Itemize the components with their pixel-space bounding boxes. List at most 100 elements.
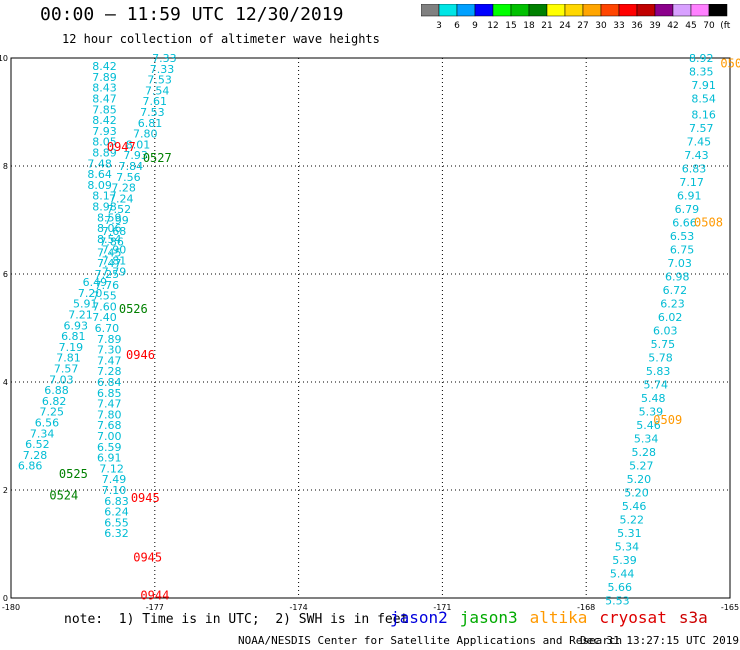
satellite-legend: jason2 jason3 altika cryosat s3a [390, 608, 720, 627]
footer-timestamp: Dec 31 13:27:15 UTC 2019 [580, 634, 739, 647]
wave-height-value: 6.84 [97, 376, 122, 389]
colorbar-label: 18 [523, 21, 535, 30]
wave-height-value: 7.81 [102, 255, 127, 268]
colorbar-swatch [708, 4, 728, 17]
wave-height-value: 5.46 [636, 419, 661, 432]
wave-height-value: 5.34 [615, 541, 640, 554]
wave-height-value: 5.44 [610, 568, 635, 581]
legend-entry-cryosat: cryosat [599, 608, 667, 627]
wave-height-value: 8.35 [689, 66, 714, 79]
wave-height-value: 6.32 [104, 527, 129, 540]
colorbar-label: 24 [559, 21, 571, 30]
wave-height-value: 7.91 [691, 79, 716, 92]
wave-height-value: 6.23 [660, 298, 685, 311]
colorbar-label: 6 [454, 21, 460, 30]
wave-height-value: 7.93 [123, 149, 148, 162]
wave-height-value: 6.83 [682, 163, 707, 176]
wave-height-value: 8.01 [126, 138, 151, 151]
wave-height-value: 7.03 [667, 257, 692, 270]
legend-entry-altika: altika [529, 608, 588, 627]
wave-height-value: 7.53 [140, 106, 165, 119]
wave-height-value: 5.78 [648, 352, 673, 365]
colorbar-label: 30 [595, 21, 607, 30]
wave-height-value: 7.93 [92, 125, 117, 138]
wave-height-value: 7.99 [104, 214, 129, 227]
pass-time-label: 0508 [694, 216, 723, 230]
colorbar-label: 39 [649, 21, 661, 30]
wave-height-value: 8.16 [691, 109, 716, 122]
pass-time-label: 0945 [133, 551, 162, 565]
wave-height-value: 6.83 [104, 495, 129, 508]
wave-height-value: 6.72 [663, 284, 688, 297]
wave-height-value: 5.48 [641, 392, 666, 405]
wave-height-value: 7.49 [102, 473, 127, 486]
wave-height-value: 7.57 [689, 122, 714, 135]
y-tick-label: 4 [3, 378, 8, 387]
wave-height-value: 5.28 [631, 446, 656, 459]
pass-time-label: 0509 [653, 413, 682, 427]
wave-height-value: 6.70 [95, 322, 120, 335]
wave-height-value: 7.20 [78, 287, 103, 300]
wave-height-value: 5.46 [622, 500, 647, 513]
x-tick-label: -171 [433, 603, 451, 612]
wave-height-value: 6.55 [104, 516, 129, 529]
wave-height-value: 6.56 [35, 417, 60, 430]
wave-height-value: 8.09 [87, 179, 112, 192]
x-tick-label: -180 [2, 603, 20, 612]
note-text: note: 1) Time is in UTC; 2) SWH is in fe… [64, 612, 409, 627]
colorbar-label: 42 [667, 21, 678, 30]
pass-time-label: 0527 [143, 151, 172, 165]
chart-subtitle: 12 hour collection of altimeter wave hei… [62, 32, 380, 46]
wave-height-value: 7.33 [152, 52, 177, 65]
wave-height-value: 8.54 [97, 233, 122, 246]
wave-height-value: 7.52 [107, 203, 132, 216]
wave-height-value: 5.22 [619, 514, 644, 527]
wave-height-value: 7.40 [92, 311, 117, 324]
wave-height-value: 8.89 [92, 147, 117, 160]
wave-height-value: 7.86 [99, 236, 124, 249]
wave-height-value: 7.61 [143, 95, 168, 108]
wave-height-value: 6.91 [677, 190, 702, 203]
x-tick-label: -174 [290, 603, 308, 612]
plot-frame [10, 57, 731, 599]
wave-height-value: 5.91 [73, 298, 98, 311]
wave-height-value: 7.24 [109, 192, 134, 205]
wave-height-value: 7.85 [92, 103, 117, 116]
wave-height-value: 8.05 [92, 136, 117, 149]
wave-height-value: 7.68 [102, 225, 127, 238]
pass-time-label: 0507 [720, 56, 740, 70]
wave-height-value: 7.53 [147, 74, 172, 87]
wave-height-value: 7.89 [92, 71, 117, 84]
wave-height-value: 8.43 [92, 82, 117, 95]
wave-height-value: 8.98 [92, 201, 117, 214]
wave-height-value: 6.49 [83, 276, 108, 289]
wave-height-value: 8.64 [87, 168, 112, 181]
wave-height-value: 7.28 [23, 449, 48, 462]
legend-entry-jason3: jason3 [459, 608, 518, 627]
colorbar-label: 70 [703, 21, 715, 30]
wave-height-value: 8.42 [92, 114, 117, 127]
wave-height-value: 7.54 [145, 84, 170, 97]
colorbar-label: 3 [436, 21, 442, 30]
y-tick-label: 8 [3, 162, 8, 171]
wave-height-value: 8.92 [689, 52, 714, 65]
legend-entry-s3a: s3a [678, 608, 708, 627]
wave-height-value: 7.10 [102, 484, 127, 497]
wave-height-value: 6.52 [25, 438, 50, 451]
pass-time-label: 0525 [59, 467, 88, 481]
x-tick-label: -168 [577, 603, 595, 612]
x-tick-label: -165 [721, 603, 739, 612]
wave-height-value: 6.03 [653, 325, 678, 338]
wave-height-value: 5.20 [627, 473, 652, 486]
wave-height-value: 7.55 [92, 290, 117, 303]
wave-height-value: 7.30 [97, 344, 122, 357]
wave-height-value: 7.90 [102, 244, 127, 257]
pass-time-label: 0946 [126, 348, 155, 362]
wave-height-value: 8.06 [97, 222, 122, 235]
wave-height-value: 7.43 [684, 149, 709, 162]
wave-height-value: 7.80 [133, 128, 158, 141]
wave-height-value: 7.56 [116, 171, 141, 184]
wave-height-value: 7.21 [68, 309, 93, 322]
wave-height-value: 7.47 [97, 257, 122, 270]
wave-height-value: 8.47 [92, 93, 117, 106]
